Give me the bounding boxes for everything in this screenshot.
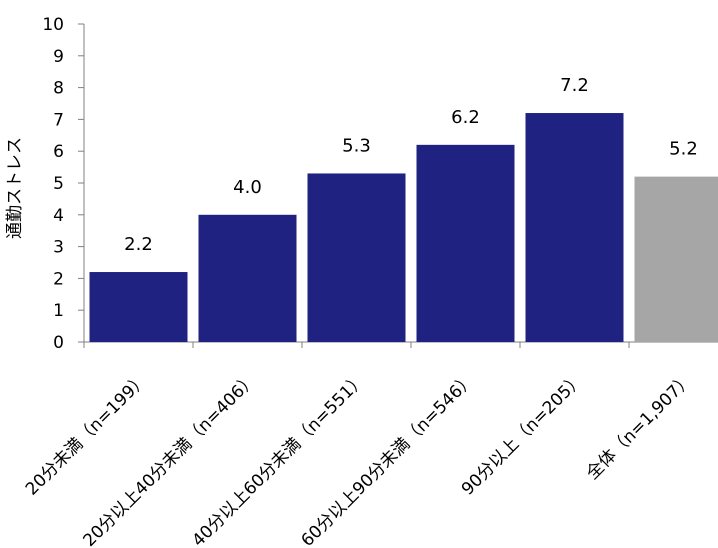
y-tick-label: 1 bbox=[53, 301, 64, 321]
y-tick-label: 9 bbox=[53, 47, 64, 67]
bar bbox=[307, 173, 406, 342]
y-tick-label: 5 bbox=[53, 174, 64, 194]
category-label: 40分以上60分未満（n=551） bbox=[188, 369, 370, 548]
bar bbox=[198, 214, 297, 342]
y-tick-label: 3 bbox=[53, 238, 64, 258]
bar bbox=[416, 144, 515, 342]
data-label: 7.2 bbox=[560, 75, 589, 96]
category-label: 全体（n=1,907） bbox=[583, 369, 697, 483]
category-label: 90分以上（n=205） bbox=[458, 369, 588, 499]
axes: 0 1 2 3 4 5 6 7 8 9 10 bbox=[42, 15, 718, 353]
y-tick-label: 2 bbox=[53, 269, 64, 289]
category-label: 60分以上90分未満（n=546） bbox=[297, 369, 479, 548]
category-label: 20分以上40分未満（n=406） bbox=[79, 369, 261, 548]
category-label: 20分未満（n=199） bbox=[22, 369, 152, 499]
y-tick-label: 7 bbox=[53, 110, 64, 130]
y-tick-label: 0 bbox=[53, 333, 64, 353]
data-labels: 2.2 4.0 5.3 6.2 7.2 5.2 bbox=[124, 75, 698, 255]
bar bbox=[525, 113, 624, 342]
y-tick-label: 6 bbox=[53, 142, 64, 162]
y-tick-label: 8 bbox=[53, 79, 64, 99]
y-tick-label: 4 bbox=[53, 206, 64, 226]
data-label: 6.2 bbox=[451, 107, 480, 128]
y-tick-label: 10 bbox=[42, 15, 64, 35]
category-labels: 20分未満（n=199）20分以上40分未満（n=406）40分以上60分未満（… bbox=[22, 369, 697, 548]
data-label: 5.2 bbox=[669, 139, 698, 160]
data-label: 4.0 bbox=[233, 177, 262, 198]
bar bbox=[634, 176, 718, 342]
y-axis-label: 通勤ストレス bbox=[5, 137, 25, 239]
data-label: 5.3 bbox=[342, 135, 371, 156]
bars bbox=[89, 113, 718, 342]
data-label: 2.2 bbox=[124, 234, 153, 255]
bar bbox=[89, 272, 188, 342]
